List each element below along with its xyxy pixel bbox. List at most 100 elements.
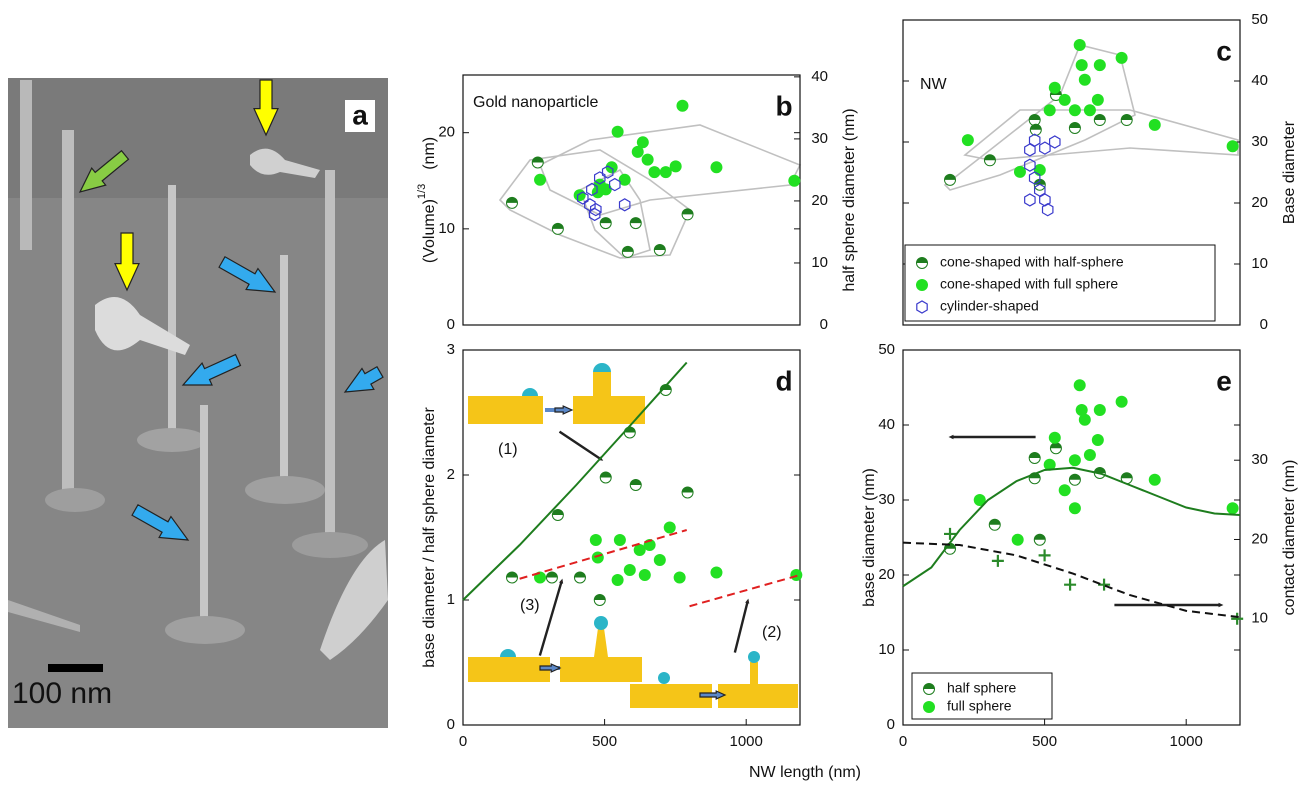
point (599, 183, 612, 196)
point-half (1069, 474, 1081, 480)
point (1028, 114, 1041, 127)
panel-label: a (352, 99, 368, 130)
droplet (500, 649, 516, 657)
point-body (1073, 379, 1086, 392)
point-body (1024, 158, 1036, 172)
plot-frame (902, 19, 1241, 326)
y2-tick-label: 10 (1251, 610, 1268, 627)
legend-label: full sphere (947, 698, 1012, 714)
legend-label: half sphere (947, 680, 1016, 696)
point-body (991, 554, 1004, 567)
point (681, 486, 694, 499)
point (1073, 39, 1086, 52)
substrate (718, 684, 798, 708)
plot-frame (462, 349, 801, 726)
nanowire (200, 405, 208, 625)
point-body (673, 571, 686, 584)
point (1058, 93, 1071, 106)
point (611, 574, 624, 586)
point (611, 125, 624, 138)
point-body (613, 534, 626, 546)
point-body (1068, 454, 1081, 467)
y-tick-label: 0 (887, 716, 895, 733)
point-half (1121, 472, 1133, 479)
arrow (131, 503, 190, 541)
point-half (1094, 114, 1106, 121)
y2-tick-label: 30 (811, 130, 828, 147)
legend-label: cylinder-shaped (940, 298, 1039, 314)
point (551, 222, 564, 235)
x-tick-label: 1000 (730, 733, 763, 750)
y2-axis-label: contact diameter (nm) (1281, 460, 1298, 616)
point-body (663, 521, 676, 534)
point (623, 564, 636, 576)
point-half (1069, 122, 1081, 128)
point (1115, 51, 1128, 64)
point (590, 202, 602, 217)
hulls (498, 44, 1239, 259)
x-tick-label: 500 (1032, 733, 1057, 750)
point (1038, 549, 1051, 562)
point (576, 191, 589, 205)
point (648, 166, 661, 179)
point (1068, 473, 1081, 486)
point (1098, 578, 1111, 591)
hull (498, 149, 691, 259)
point-body (1083, 104, 1096, 117)
point (1083, 104, 1096, 117)
point (1048, 431, 1061, 444)
point-half (594, 594, 606, 600)
point-body (633, 544, 646, 556)
nanowire (325, 170, 335, 540)
annotation: (3) (520, 597, 540, 614)
point (1058, 484, 1071, 497)
point (1115, 395, 1128, 408)
point-body (1011, 533, 1024, 546)
point (505, 196, 518, 209)
point-body (1078, 73, 1091, 86)
nanowire-base (137, 428, 207, 452)
droplet (522, 388, 538, 396)
point (1028, 452, 1041, 464)
point-body (1091, 434, 1104, 446)
point-half (944, 174, 956, 180)
point-half (506, 572, 518, 578)
y-tick-label: 50 (1251, 11, 1268, 28)
particle (250, 148, 320, 178)
point (973, 494, 986, 506)
point (631, 145, 644, 158)
point-half (682, 487, 694, 493)
point (638, 569, 651, 581)
point-body (1115, 395, 1128, 408)
x-tick-label: 500 (592, 733, 617, 750)
point (531, 156, 544, 169)
arrow (253, 79, 279, 137)
y-axis-label-exponent: 1/3 (416, 184, 428, 199)
point (593, 171, 606, 185)
x-axis-label: NW length (nm) (749, 764, 861, 781)
point-half (630, 479, 642, 485)
panel-label: d (775, 365, 792, 396)
x-tick-label: 1000 (1170, 733, 1203, 750)
point (1064, 578, 1077, 591)
arrow (733, 598, 750, 653)
nanowire-base (245, 476, 325, 504)
panel-title: Gold nanoparticle (473, 94, 599, 111)
point (1043, 458, 1056, 471)
point-body (916, 279, 928, 291)
point (1028, 133, 1041, 147)
panel-title: NW (920, 76, 948, 93)
point (1068, 502, 1081, 515)
legend-label: cone-shaped with half-sphere (940, 254, 1124, 270)
point-body (573, 189, 586, 202)
legend-marker (923, 701, 935, 713)
hull (538, 124, 802, 216)
hull (943, 44, 1136, 191)
annotation: (2) (762, 624, 782, 641)
point-half (923, 683, 935, 689)
point (1148, 473, 1161, 486)
panel-label: b (775, 90, 792, 121)
point-body (944, 527, 957, 540)
point (1024, 143, 1036, 157)
point (988, 518, 1001, 531)
